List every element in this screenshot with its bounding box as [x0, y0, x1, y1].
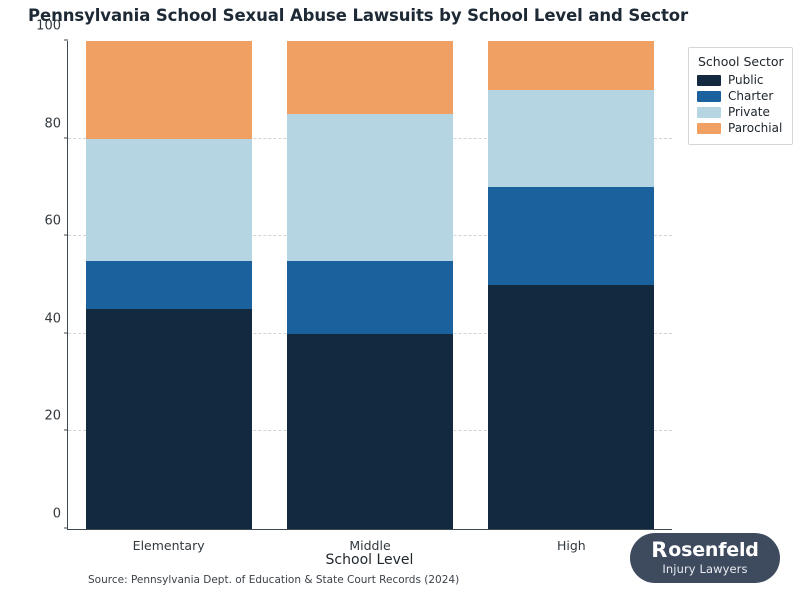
y-tick-label: 40 — [44, 311, 61, 327]
logo-initial: R — [651, 538, 668, 563]
bar-group[interactable] — [85, 41, 252, 529]
bar-segment[interactable] — [85, 260, 252, 310]
bar-segment[interactable] — [85, 309, 252, 529]
legend-item[interactable]: Private — [697, 105, 784, 119]
bar-segment[interactable] — [488, 41, 655, 90]
chart-title: Pennsylvania School Sexual Abuse Lawsuit… — [28, 6, 689, 25]
x-tick-label: High — [556, 538, 586, 553]
bar-group[interactable] — [286, 41, 454, 529]
source-note: Source: Pennsylvania Dept. of Education … — [88, 574, 460, 586]
y-tick-mark — [64, 332, 68, 334]
y-tick-mark — [64, 429, 68, 431]
bar-segment[interactable] — [488, 285, 655, 529]
legend-swatch — [697, 90, 721, 102]
x-tick-label: Elementary — [132, 538, 205, 553]
y-tick-mark — [64, 527, 68, 529]
y-tick-mark — [64, 39, 68, 41]
bar-segment[interactable] — [286, 41, 454, 115]
legend-item[interactable]: Charter — [697, 89, 784, 103]
y-tick-label: 80 — [44, 116, 61, 132]
legend-swatch — [697, 106, 721, 118]
bar-segment[interactable] — [488, 187, 655, 285]
legend-label: Private — [728, 105, 770, 119]
legend-swatch — [697, 74, 721, 86]
bar-segment[interactable] — [85, 41, 252, 139]
legend-swatch — [697, 122, 721, 134]
plot-area: 0 20 40 60 80 100 Elementary Middle High — [36, 19, 672, 553]
bar-segment[interactable] — [286, 333, 454, 529]
legend-item[interactable]: Public — [697, 73, 784, 87]
plot-inner — [68, 41, 672, 529]
legend-label: Charter — [728, 89, 774, 103]
y-tick-label: 0 — [52, 506, 61, 522]
bar-segment[interactable] — [85, 138, 252, 261]
x-axis-label: School Level — [325, 552, 414, 568]
legend-title: School Sector — [698, 54, 784, 69]
legend-item[interactable]: Parochial — [697, 121, 784, 135]
y-tick-mark — [64, 137, 68, 139]
legend-label: Public — [728, 73, 764, 87]
legend-items: Public Charter Private Parochial — [697, 73, 784, 135]
bar-segment[interactable] — [286, 114, 454, 261]
y-tick-label: 60 — [44, 213, 61, 229]
legend: School Sector Public Charter Private Paroch… — [688, 47, 793, 145]
y-tick-mark — [64, 234, 68, 236]
bar-group[interactable] — [488, 41, 655, 529]
y-tick-label: 100 — [36, 18, 61, 34]
x-tick-label: Middle — [349, 538, 391, 553]
bar-segment[interactable] — [488, 89, 655, 188]
logo-tagline: Injury Lawyers — [662, 562, 748, 577]
bar-segment[interactable] — [286, 260, 454, 334]
logo-name: osenfeld — [668, 539, 759, 562]
y-tick-label: 20 — [44, 408, 61, 424]
legend-label: Parochial — [728, 121, 783, 135]
